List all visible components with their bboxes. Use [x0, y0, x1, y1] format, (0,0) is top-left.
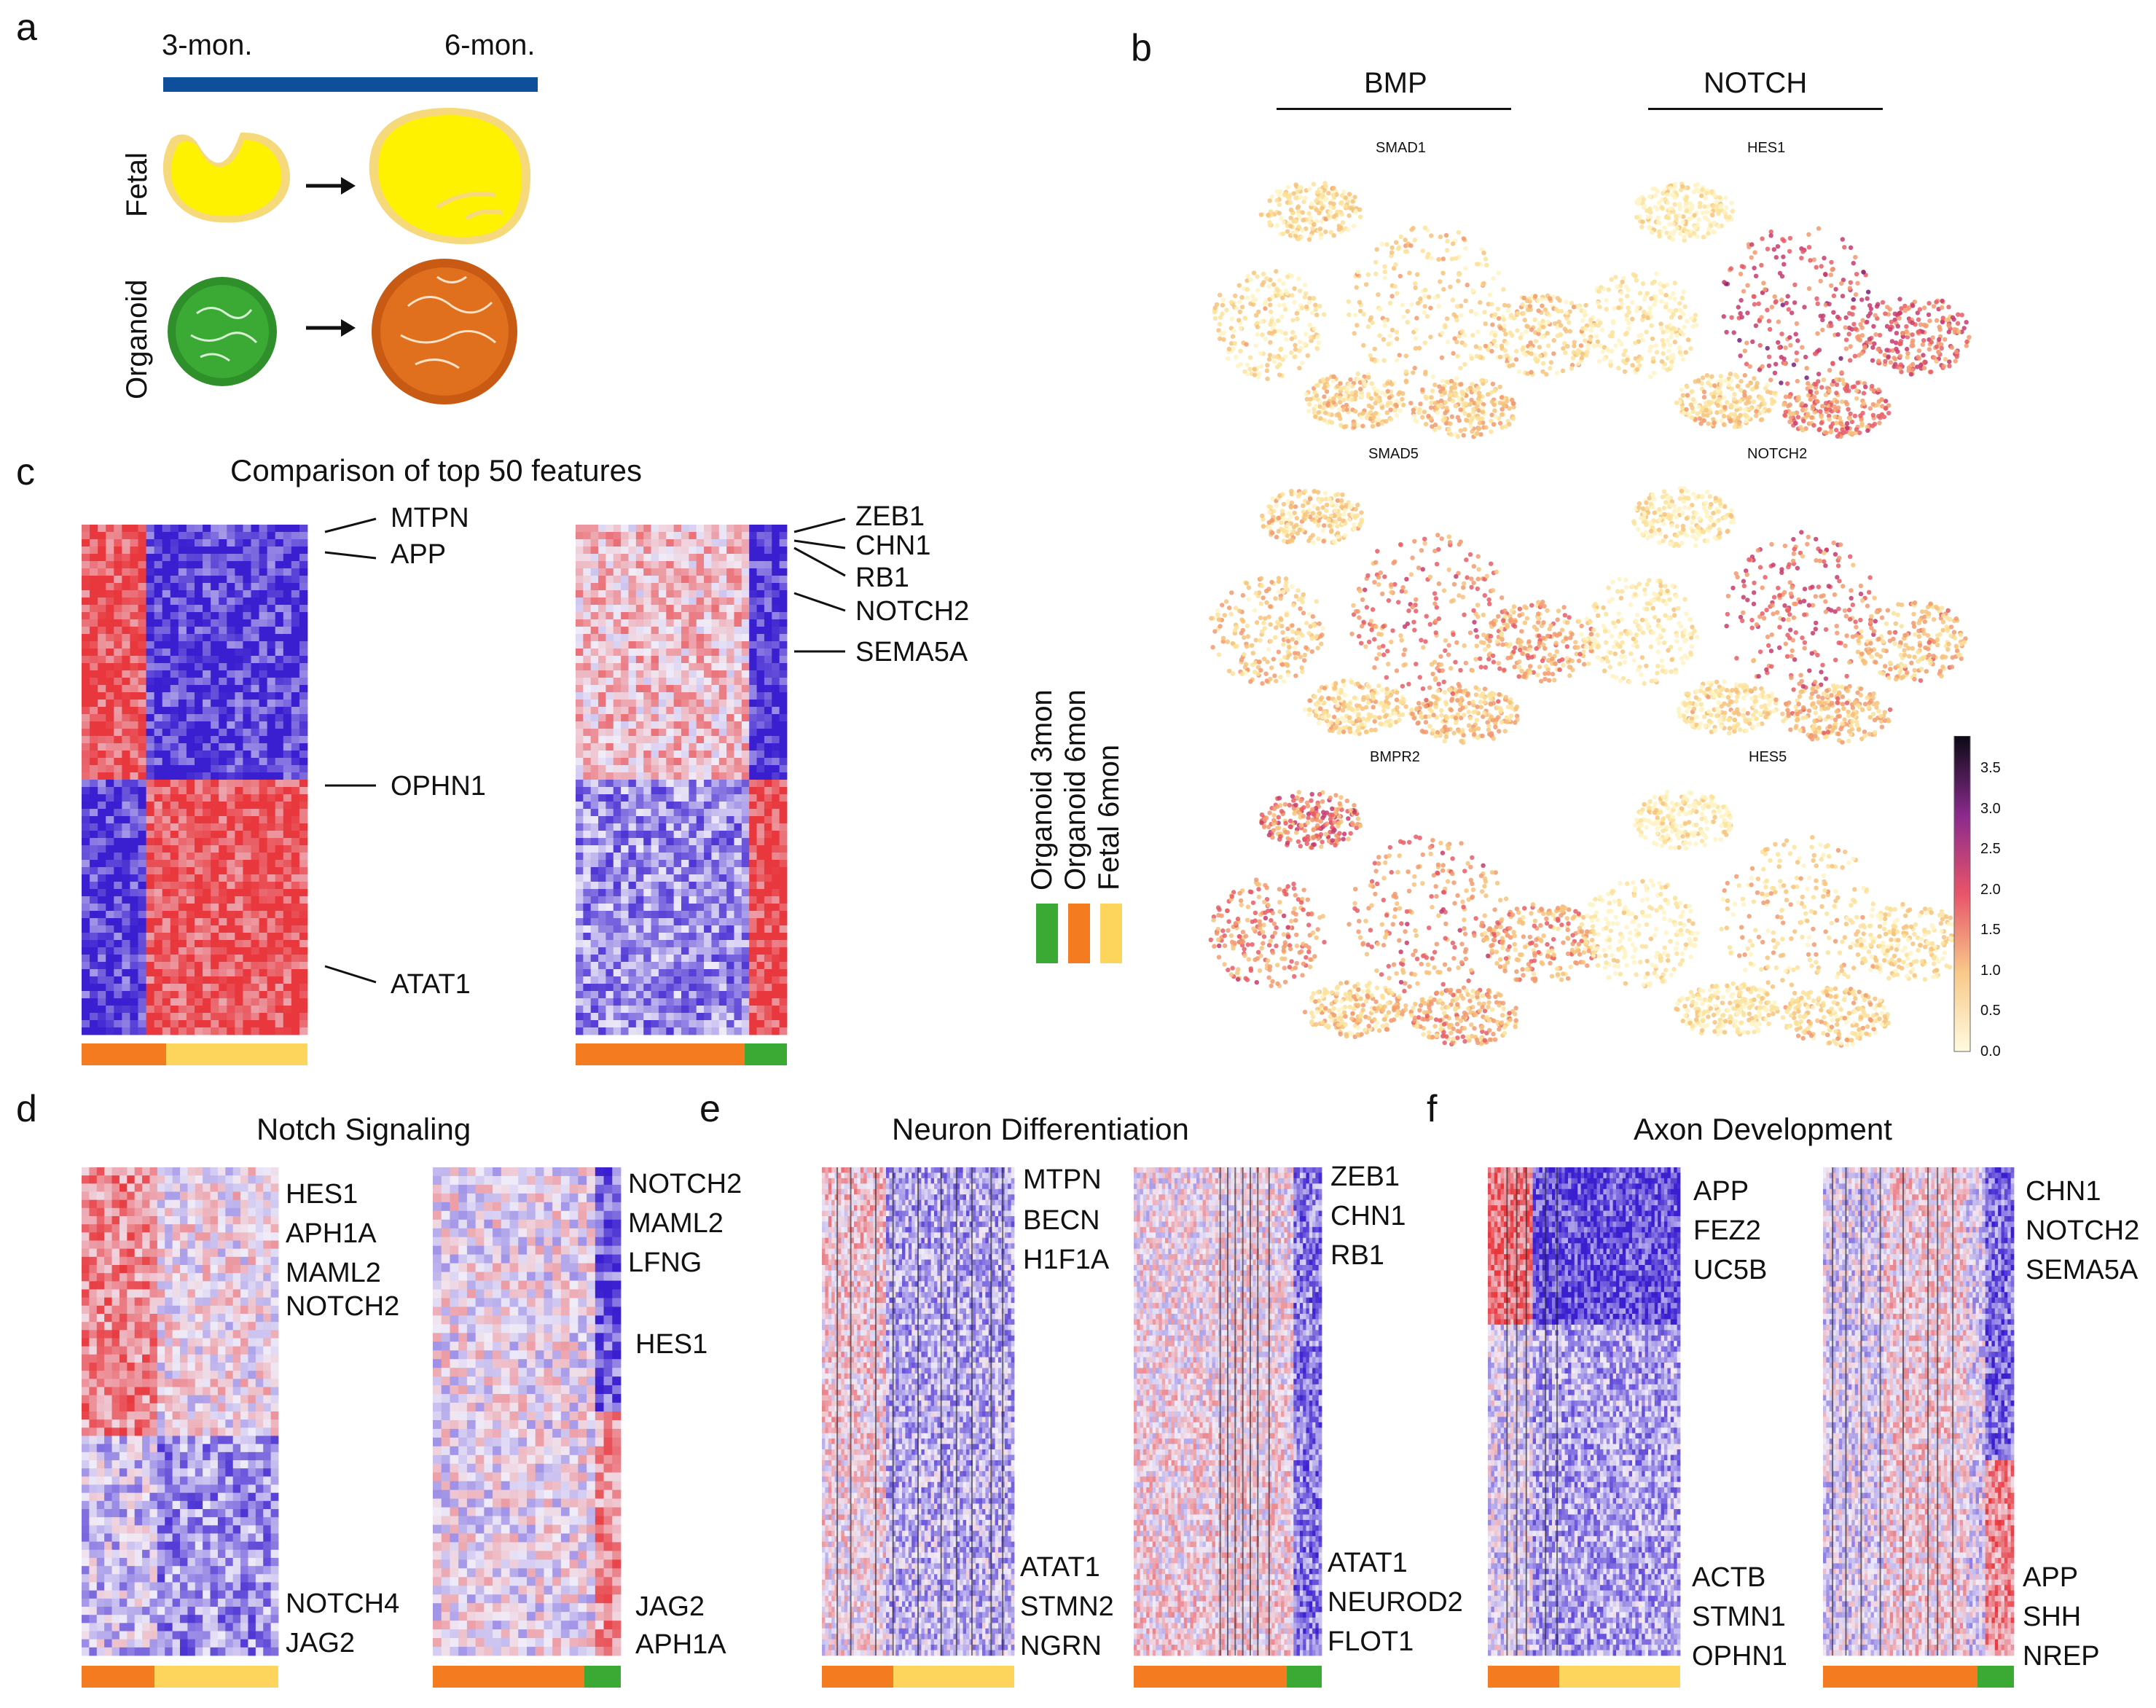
figure: a 3-mon. 6-mon. Fetal Organoid: [0, 0, 2156, 1708]
